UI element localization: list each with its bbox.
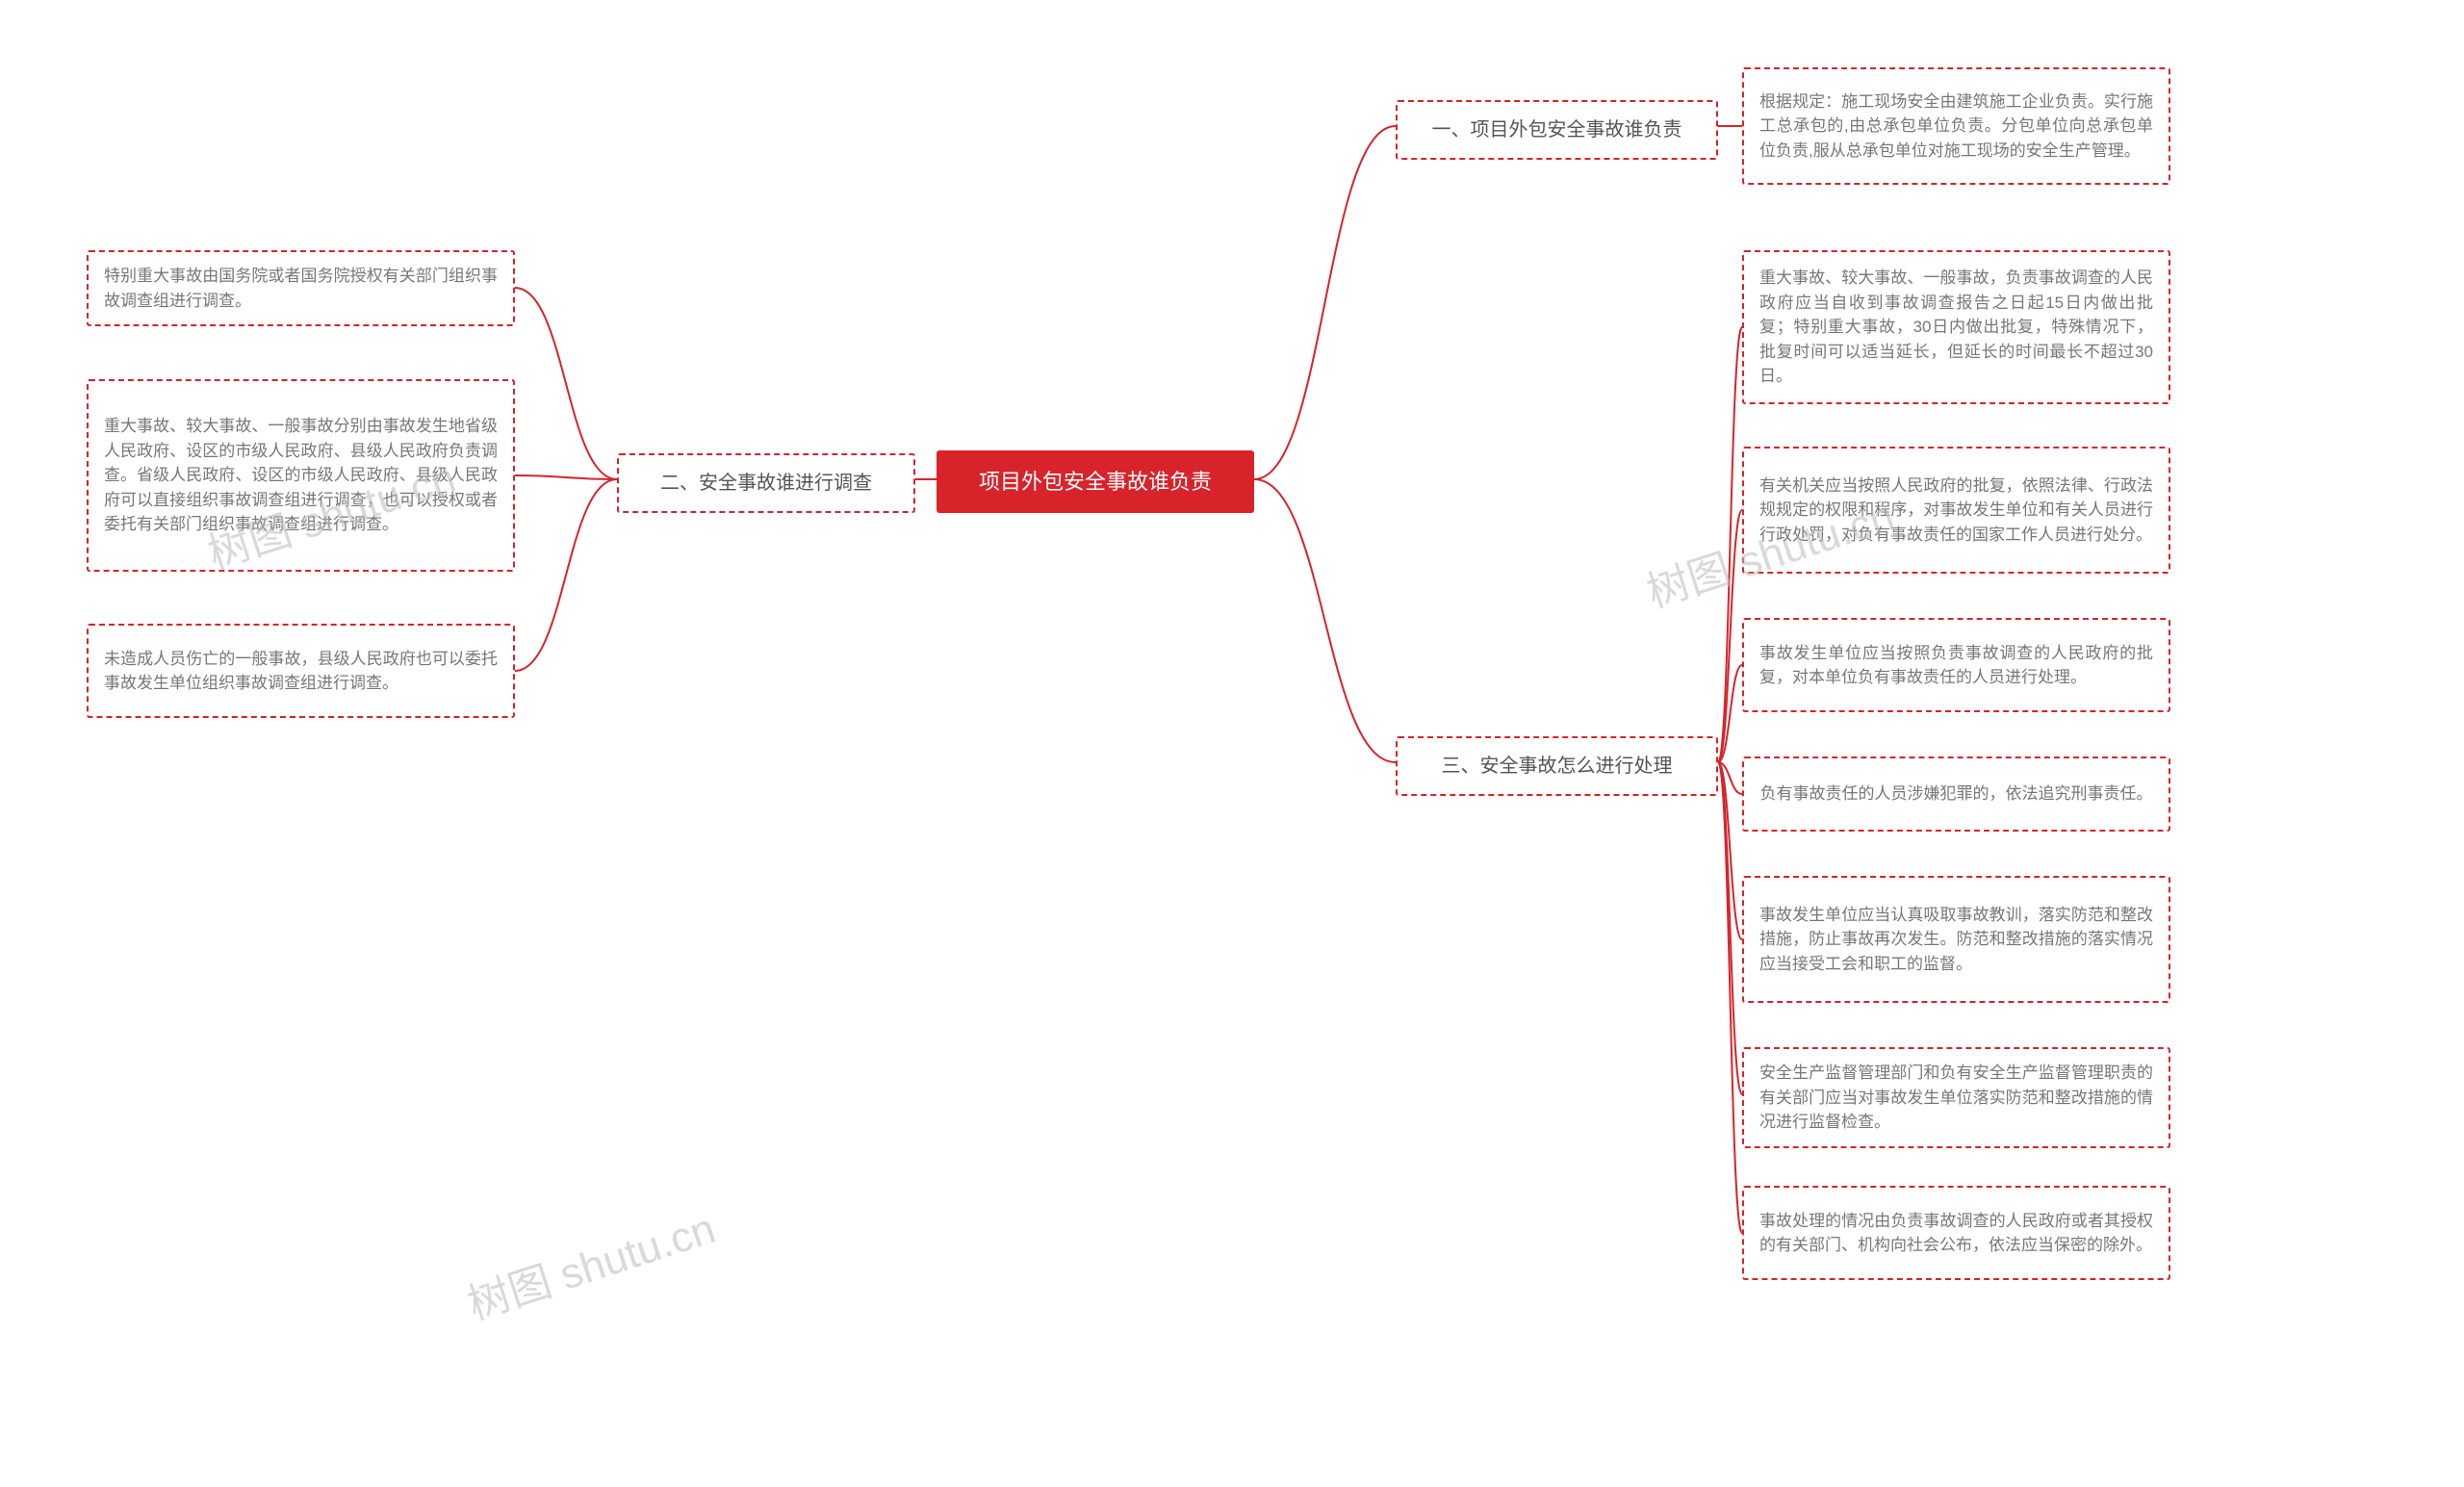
leaf-node: 重大事故、较大事故、一般事故，负责事故调查的人民政府应当自收到事故调查报告之日起… — [1742, 250, 2170, 404]
leaf-node: 负有事故责任的人员涉嫌犯罪的，依法追究刑事责任。 — [1742, 756, 2170, 832]
branch-node-2: 二、安全事故谁进行调查 — [617, 453, 915, 513]
leaf-node: 特别重大事故由国务院或者国务院授权有关部门组织事故调查组进行调查。 — [87, 250, 515, 326]
leaf-node: 未造成人员伤亡的一般事故，县级人民政府也可以委托事故发生单位组织事故调查组进行调… — [87, 624, 515, 718]
leaf-node: 事故发生单位应当认真吸取事故教训，落实防范和整改措施，防止事故再次发生。防范和整… — [1742, 876, 2170, 1003]
leaf-node: 重大事故、较大事故、一般事故分别由事故发生地省级人民政府、设区的市级人民政府、县… — [87, 379, 515, 572]
root-node: 项目外包安全事故谁负责 — [937, 450, 1254, 513]
leaf-node: 有关机关应当按照人民政府的批复，依照法律、行政法规规定的权限和程序，对事故发生单… — [1742, 447, 2170, 574]
branch-node-1: 一、项目外包安全事故谁负责 — [1396, 100, 1718, 160]
watermark: 树图 shutu.cn — [459, 1193, 722, 1331]
leaf-node: 事故发生单位应当按照负责事故调查的人民政府的批复，对本单位负有事故责任的人员进行… — [1742, 618, 2170, 712]
leaf-node: 根据规定：施工现场安全由建筑施工企业负责。实行施工总承包的,由总承包单位负责。分… — [1742, 67, 2170, 185]
leaf-node: 安全生产监督管理部门和负有安全生产监督管理职责的有关部门应当对事故发生单位落实防… — [1742, 1047, 2170, 1148]
branch-node-3: 三、安全事故怎么进行处理 — [1396, 736, 1718, 796]
leaf-node: 事故处理的情况由负责事故调查的人民政府或者其授权的有关部门、机构向社会公布，依法… — [1742, 1186, 2170, 1280]
